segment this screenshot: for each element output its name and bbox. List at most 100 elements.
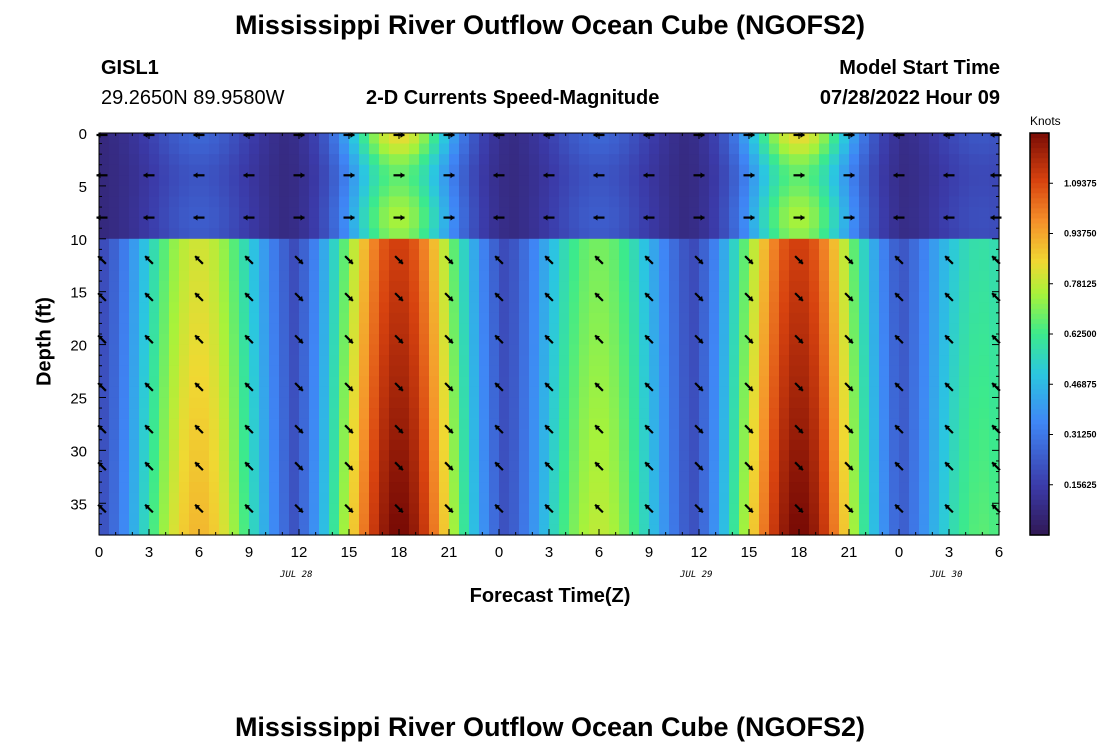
heatmap-cell: [799, 471, 810, 483]
heatmap-cell: [399, 418, 410, 430]
heatmap-cell: [569, 429, 580, 441]
heatmap-cell: [829, 312, 840, 325]
heatmap-cell: [339, 450, 350, 462]
heatmap-cell: [679, 513, 690, 526]
heatmap-cell: [149, 185, 160, 198]
heatmap-cell: [259, 365, 270, 377]
heatmap-cell: [229, 207, 240, 219]
heatmap-cell: [269, 482, 280, 494]
heatmap-cell: [199, 154, 210, 166]
heatmap-cell: [679, 460, 690, 473]
heatmap-cell: [179, 281, 190, 293]
current-arrow: [444, 461, 454, 471]
heatmap-cell: [499, 524, 510, 536]
heatmap-cell: [549, 355, 560, 367]
colorbar-segment: [1030, 153, 1049, 159]
heatmap-cell: [909, 386, 920, 399]
heatmap-cell: [539, 429, 550, 441]
heatmap-cell: [349, 302, 360, 314]
heatmap-cell: [679, 365, 690, 377]
heatmap-cell: [749, 249, 760, 261]
heatmap-cell: [949, 143, 960, 155]
heatmap-cell: [849, 207, 860, 219]
heatmap-cell: [489, 196, 500, 208]
heatmap-cell: [559, 450, 570, 462]
current-arrow: [744, 461, 754, 471]
heatmap-cell: [369, 164, 380, 176]
heatmap-cell: [839, 164, 850, 176]
heatmap-cell: [689, 281, 700, 293]
current-arrow: [294, 255, 304, 265]
heatmap-cell: [749, 450, 760, 462]
heatmap-cell: [339, 503, 350, 515]
heatmap-cell: [179, 196, 190, 208]
heatmap-cell: [509, 365, 520, 377]
heatmap-cell: [949, 185, 960, 198]
heatmap-cell: [209, 270, 220, 282]
heatmap-cell: [349, 408, 360, 420]
heatmap-cell: [359, 355, 370, 367]
heatmap-cell: [149, 334, 160, 346]
heatmap-cell: [829, 386, 840, 399]
heatmap-cell: [469, 249, 480, 261]
heatmap-cell: [669, 143, 680, 155]
heatmap-cell: [119, 524, 130, 536]
heatmap-cell: [439, 471, 450, 483]
heatmap-cell: [989, 185, 1000, 198]
heatmap-cell: [509, 259, 520, 272]
heatmap-cell: [689, 397, 700, 409]
heatmap-cell: [489, 334, 500, 346]
heatmap-cell: [379, 365, 390, 377]
heatmap-cell: [599, 365, 610, 377]
heatmap-cell: [219, 471, 230, 483]
heatmap-cell: [639, 334, 650, 346]
heatmap-cell: [509, 323, 520, 335]
heatmap-cell: [969, 185, 980, 198]
current-arrow: [543, 214, 555, 221]
heatmap-cell: [169, 492, 180, 504]
heatmap-cell: [659, 302, 670, 314]
heatmap-cell: [149, 228, 160, 240]
heatmap-cell: [519, 259, 530, 272]
heatmap-cell: [219, 154, 230, 166]
heatmap-cell: [729, 291, 740, 303]
heatmap-cell: [199, 302, 210, 314]
heatmap-cell: [179, 355, 190, 367]
heatmap-cell: [679, 143, 690, 155]
heatmap-cell: [559, 429, 570, 441]
heatmap-cell: [709, 154, 720, 166]
heatmap-cell: [249, 376, 260, 388]
heatmap-cell: [759, 397, 770, 409]
heatmap-cell: [679, 397, 690, 409]
heatmap-cell: [779, 334, 790, 346]
heatmap-cell: [819, 259, 830, 272]
heatmap-cell: [169, 143, 180, 155]
heatmap-cell: [249, 429, 260, 441]
heatmap-cell: [329, 482, 340, 494]
heatmap-cell: [819, 281, 830, 293]
heatmap-cell: [499, 376, 510, 388]
heatmap-cell: [979, 281, 990, 293]
heatmap-cell: [469, 217, 480, 229]
colorbar-segment: [1030, 334, 1049, 340]
heatmap-cell: [149, 238, 160, 250]
heatmap-cell: [479, 355, 490, 367]
heatmap-cell: [349, 429, 360, 441]
heatmap-cell: [889, 302, 900, 314]
heatmap-cell: [409, 185, 420, 198]
heatmap-cell: [589, 365, 600, 377]
heatmap-cell: [739, 238, 750, 250]
heatmap-cell: [379, 164, 390, 176]
heatmap-cell: [829, 228, 840, 240]
heatmap-cell: [279, 492, 290, 504]
heatmap-cell: [189, 460, 200, 473]
colorbar-segment: [1030, 293, 1049, 300]
heatmap-cell: [749, 429, 760, 441]
heatmap-cell: [709, 133, 720, 145]
heatmap-cell: [799, 460, 810, 473]
heatmap-cell: [499, 323, 510, 335]
heatmap-cell: [689, 439, 700, 451]
heatmap-cell: [699, 482, 710, 494]
heatmap-cell: [849, 259, 860, 272]
heatmap-cell: [599, 143, 610, 155]
